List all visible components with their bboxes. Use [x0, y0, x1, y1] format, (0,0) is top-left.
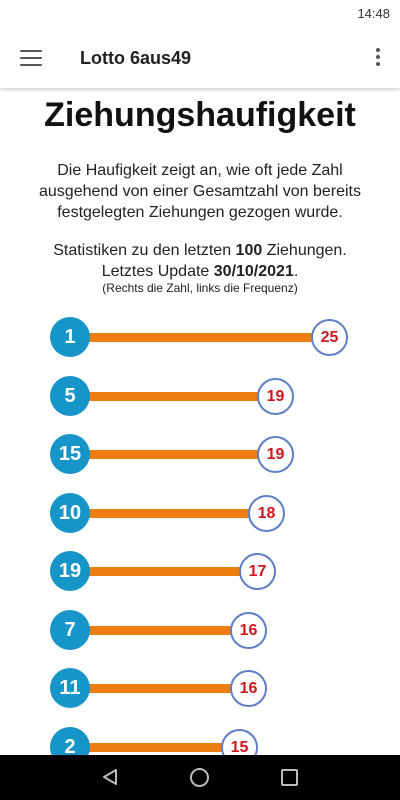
update-suffix: . — [293, 263, 299, 280]
number-badge: 10 — [50, 493, 90, 533]
frequency-bar — [88, 333, 313, 342]
page-heading: Ziehungshaufigkeit — [44, 96, 356, 134]
frequency-bar — [88, 450, 259, 459]
frequency-bar — [88, 567, 241, 576]
description-text: Die Haufigkeit zeigt an, wie oft jede Za… — [39, 162, 361, 221]
number-badge: 19 — [50, 551, 90, 591]
frequency-bar — [88, 626, 232, 635]
frequency-badge: 16 — [230, 612, 267, 649]
frequency-row: 1 25 — [0, 315, 400, 359]
frequency-row: 19 17 — [0, 549, 400, 593]
frequency-row: 15 19 — [0, 432, 400, 476]
frequency-bar — [88, 743, 223, 752]
frequency-bar — [88, 684, 232, 693]
number-badge: 11 — [50, 668, 90, 708]
app-bar: Lotto 6aus49 — [0, 28, 400, 88]
legend-note: (Rechts die Zahl, links die Frequenz) — [102, 281, 298, 295]
frequency-badge: 16 — [230, 670, 267, 707]
frequency-row: 10 18 — [0, 491, 400, 535]
update-prefix: Letztes Update — [101, 263, 214, 280]
frequency-badge: 19 — [257, 436, 294, 473]
number-badge: 15 — [50, 434, 90, 474]
main-content[interactable]: Ziehungshaufigkeit Die Haufigkeit zeigt … — [0, 88, 400, 755]
frequency-badge: 17 — [239, 553, 276, 590]
frequency-badge: 19 — [257, 378, 294, 415]
frequency-badge: 25 — [311, 319, 348, 356]
app-title: Lotto 6aus49 — [80, 48, 192, 68]
stats-count: 100 — [235, 242, 263, 259]
stats-prefix: Statistiken zu den letzten — [53, 242, 236, 259]
frequency-badge: 18 — [248, 495, 285, 532]
frequency-bar — [88, 509, 250, 518]
recent-apps-square-icon[interactable] — [281, 769, 298, 786]
frequency-badge: 15 — [221, 729, 258, 755]
number-badge: 5 — [50, 376, 90, 416]
frequency-row: 11 16 — [0, 666, 400, 710]
system-nav-bar — [0, 755, 400, 800]
back-triangle-icon[interactable] — [101, 768, 119, 786]
number-badge: 1 — [50, 317, 90, 357]
frequency-bar — [88, 392, 259, 401]
update-date: 30/10/2021 — [213, 263, 294, 280]
status-bar: 14:48 — [0, 0, 400, 28]
hamburger-menu-icon[interactable] — [20, 50, 42, 66]
frequency-row: 5 19 — [0, 374, 400, 418]
stats-summary: Statistiken zu den letzten 100 Ziehungen… — [20, 240, 380, 282]
stats-suffix: Ziehungen. — [262, 242, 347, 259]
number-badge: 7 — [50, 610, 90, 650]
frequency-row: 2 15 — [0, 725, 400, 755]
number-badge: 2 — [50, 727, 90, 755]
home-circle-icon[interactable] — [190, 768, 209, 787]
more-vert-icon[interactable] — [374, 48, 382, 68]
status-time: 14:48 — [357, 6, 390, 21]
frequency-row: 7 16 — [0, 608, 400, 652]
